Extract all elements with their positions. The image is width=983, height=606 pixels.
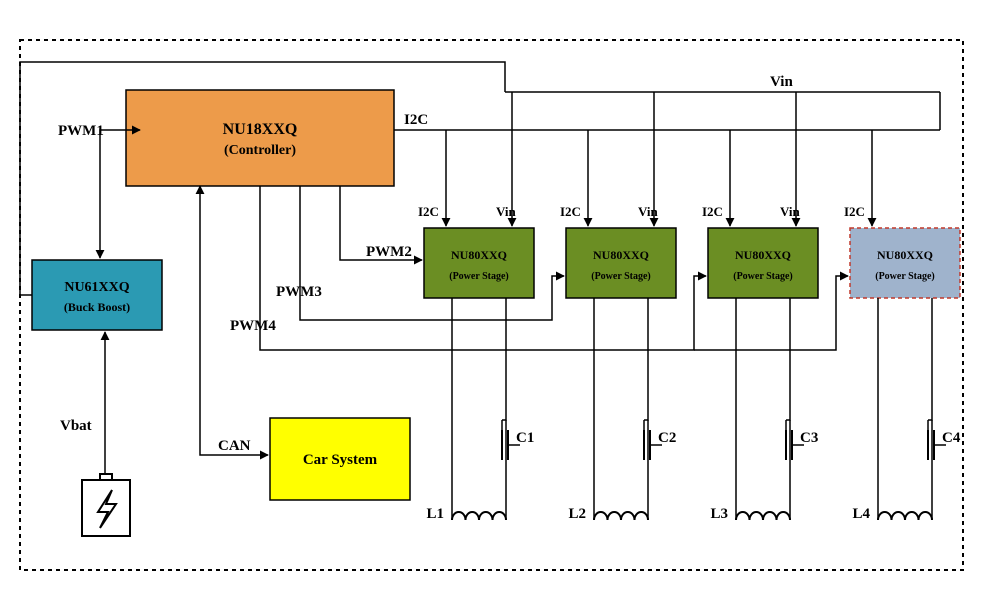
inductor-L3 — [736, 512, 790, 520]
label-L2: L2 — [568, 506, 586, 522]
label-pwm4: PWM4 — [230, 318, 276, 334]
label-L4: L4 — [852, 506, 870, 522]
ps4-title: NU80XXQ — [877, 248, 933, 262]
ps1-subtitle: (Power Stage) — [449, 271, 509, 282]
ps4-block — [850, 228, 960, 298]
wire-ps4-C — [928, 298, 932, 420]
buck_boost-title: NU61XXQ — [64, 280, 129, 295]
label-i2c-ps3: I2C — [702, 204, 723, 219]
label-pwm2: PWM2 — [366, 244, 412, 260]
inductor-L4 — [878, 512, 932, 520]
ps1-block — [424, 228, 534, 298]
inductor-L1 — [452, 512, 506, 520]
controller-title: NU18XXQ — [223, 121, 298, 138]
battery-icon — [82, 480, 130, 536]
wire-ps1-C — [502, 298, 506, 420]
label-vin-ps2: Vin — [638, 204, 659, 219]
label-C2: C2 — [658, 430, 676, 446]
label-i2c-ps1: I2C — [418, 204, 439, 219]
ps3-title: NU80XXQ — [735, 248, 791, 262]
ps4-subtitle: (Power Stage) — [875, 271, 935, 282]
label-C1: C1 — [516, 430, 534, 446]
label-C3: C3 — [800, 430, 818, 446]
inductor-L2 — [594, 512, 648, 520]
ps2-block — [566, 228, 676, 298]
ps2-subtitle: (Power Stage) — [591, 271, 651, 282]
wire-ps2-C — [644, 298, 648, 420]
label-vbat: Vbat — [60, 418, 92, 434]
label-can: CAN — [218, 438, 251, 454]
label-vin: Vin — [770, 74, 793, 90]
ps2-title: NU80XXQ — [593, 248, 649, 262]
buck_boost-block — [32, 260, 162, 330]
label-C4: C4 — [942, 430, 961, 446]
label-i2c-ps2: I2C — [560, 204, 581, 219]
label-i2c-ps4: I2C — [844, 204, 865, 219]
label-vin-ps1: Vin — [496, 204, 517, 219]
label-L1: L1 — [426, 506, 444, 522]
label-i2c: I2C — [404, 112, 428, 128]
wire-ps3-C — [786, 298, 790, 420]
buck_boost-subtitle: (Buck Boost) — [64, 300, 130, 314]
ps3-subtitle: (Power Stage) — [733, 271, 793, 282]
controller-subtitle: (Controller) — [224, 143, 296, 158]
car_system-title: Car System — [303, 452, 378, 468]
label-pwm3: PWM3 — [276, 284, 322, 300]
label-pwm1: PWM1 — [58, 123, 104, 139]
label-L3: L3 — [710, 506, 728, 522]
label-vin-ps3: Vin — [780, 204, 801, 219]
ps3-block — [708, 228, 818, 298]
ps1-title: NU80XXQ — [451, 248, 507, 262]
controller-block — [126, 90, 394, 186]
